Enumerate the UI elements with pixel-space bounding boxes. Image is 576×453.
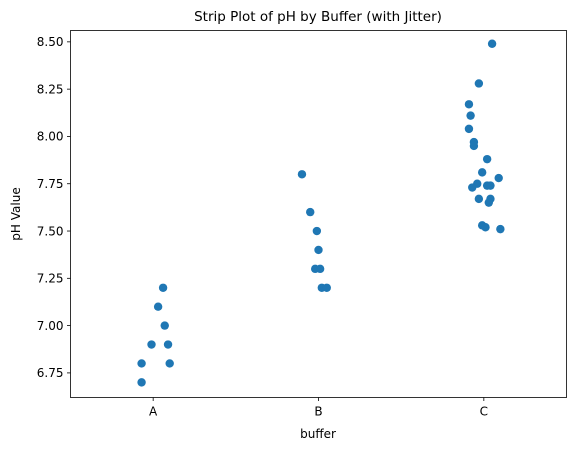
data-point-c-18: [464, 100, 474, 109]
data-point-c-24: [477, 168, 487, 177]
y-tick-label: 7.25: [37, 272, 64, 286]
x-tick-label-a: A: [149, 405, 158, 419]
y-tick-label: 7.00: [37, 319, 64, 333]
data-point-a-0: [137, 359, 146, 368]
chart-title: Strip Plot of pH by Buffer (with Jitter): [194, 9, 442, 25]
y-tick-label: 7.75: [37, 177, 64, 191]
x-axis-label: buffer: [300, 427, 336, 441]
data-point-b-11: [314, 245, 323, 255]
data-point-c-20: [464, 124, 474, 134]
data-point-a-3: [153, 302, 163, 311]
data-point-c-35: [496, 224, 505, 234]
plot-frame: [70, 30, 567, 398]
data-point-c-23: [482, 154, 492, 164]
data-point-a-7: [165, 359, 174, 368]
data-point-c-28: [486, 181, 495, 190]
y-tick-label: 8.00: [37, 130, 64, 144]
data-point-b-13: [315, 264, 325, 274]
data-point-a-4: [158, 283, 168, 292]
data-point-b-9: [306, 207, 315, 217]
y-axis: 6.75 7.00 7.25 7.50 7.75 8.00 8.25 8.50: [37, 35, 71, 380]
data-point-c-17: [474, 79, 484, 88]
data-point-a-2: [147, 340, 156, 349]
y-tick-label: 7.50: [37, 224, 64, 238]
x-tick-label-c: C: [480, 405, 488, 419]
x-axis: A B C: [149, 397, 488, 419]
y-tick-label: 8.25: [37, 82, 64, 96]
data-point-c-32: [484, 198, 493, 207]
data-point-a-1: [137, 378, 146, 387]
points-layer: [137, 39, 505, 387]
x-tick-label-b: B: [314, 405, 322, 419]
data-point-b-10: [312, 226, 322, 236]
data-point-c-30: [474, 194, 484, 204]
data-point-b-8: [297, 170, 307, 179]
y-tick-label: 8.50: [37, 35, 64, 49]
data-point-b-15: [322, 283, 331, 292]
data-point-c-34: [481, 223, 490, 232]
data-point-c-22: [469, 141, 479, 151]
data-point-a-6: [163, 340, 173, 349]
data-point-c-29: [468, 183, 477, 192]
data-point-c-16: [487, 39, 497, 48]
data-point-c-25: [494, 173, 503, 183]
data-point-c-19: [466, 111, 475, 120]
data-point-a-5: [160, 321, 169, 330]
y-tick-label: 6.75: [37, 366, 64, 380]
y-axis-label: pH Value: [9, 187, 23, 240]
